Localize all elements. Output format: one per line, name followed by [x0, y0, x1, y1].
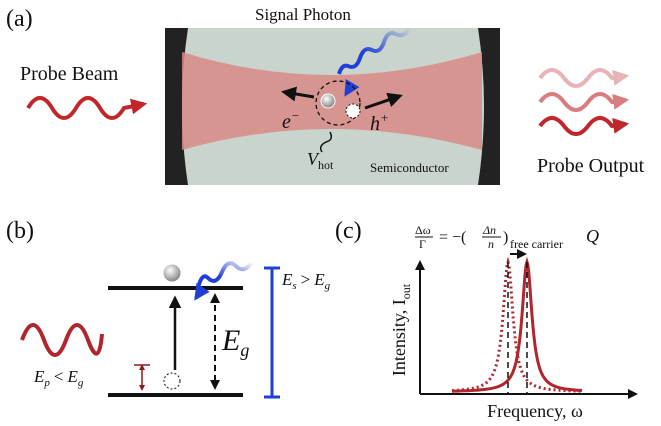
signal-arrowhead [194, 282, 210, 301]
probe-wave [26, 96, 148, 120]
material-label: Semiconductor [370, 160, 449, 175]
hot-volume [315, 80, 361, 126]
excited-electron [162, 263, 182, 283]
hole [163, 372, 181, 390]
panel-label: (a) [6, 6, 33, 32]
y-axis-label: Intensity, Iout [389, 283, 413, 376]
electron-label: e− [282, 108, 300, 133]
hole-arrow [364, 92, 403, 110]
probe-beam-label: Probe Beam [20, 63, 119, 85]
probe-energy-label: Ep < Eg [33, 367, 84, 389]
svg-text:Δω: Δω [415, 223, 431, 237]
panel-label: (c) [335, 218, 362, 244]
signal-energy-bar [264, 266, 280, 399]
gap-label: Eg [221, 324, 249, 360]
signal-label: Signal Photon [255, 5, 351, 24]
svg-text:Δn: Δn [482, 223, 496, 237]
svg-text:Γ: Γ [419, 237, 426, 251]
spectrum-before [452, 256, 583, 393]
hole [345, 103, 361, 119]
signal-photon [337, 26, 412, 75]
signal-arrowhead [344, 78, 360, 97]
electron-arrow [281, 86, 315, 102]
probe-output-label: Probe Output [537, 155, 645, 177]
x-axis-label: Frequency, ω [487, 401, 583, 421]
svg-text:n: n [488, 237, 494, 251]
svg-text:= −(: = −( [439, 229, 466, 246]
svg-text:free carrier: free carrier [510, 237, 563, 251]
probe-wave [20, 323, 104, 357]
volume-pointer [319, 131, 333, 153]
spectrum-after [452, 256, 583, 393]
signal-energy-label: Es > Eg [281, 270, 331, 292]
signal-photon [196, 260, 254, 289]
hole-label: h+ [370, 110, 389, 135]
panel-label: (b) [6, 218, 34, 244]
electron [320, 93, 336, 109]
output-waves [538, 68, 630, 136]
equation: Δω Γ = −( Δn n ) free carrier Q [415, 223, 599, 251]
volume-label: Vhot [307, 149, 334, 172]
svg-text:Q: Q [586, 226, 599, 246]
svg-text:): ) [503, 229, 508, 246]
